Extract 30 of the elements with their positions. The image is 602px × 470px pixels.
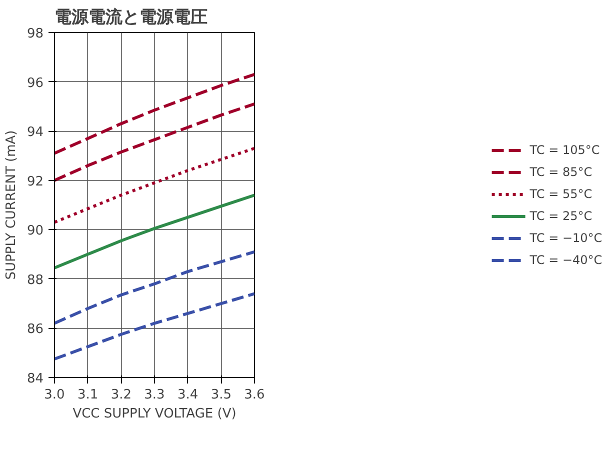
x-tick-label: 3.2	[110, 388, 132, 402]
y-tick-label: 98	[26, 26, 44, 42]
x-tick-label: 3.6	[244, 388, 265, 402]
x-tick-label: 3.0	[44, 388, 65, 402]
legend-label: TC = −10°C	[530, 230, 602, 244]
x-tick-label: 3.4	[177, 388, 198, 402]
line-series	[54, 292, 254, 361]
x-tick-label: 3.3	[144, 388, 165, 402]
y-tick-label: 90	[26, 224, 44, 239]
chart-title: 電源電流と電源電圧	[54, 8, 208, 28]
y-axis-title: SUPPLY CURRENT (mA)	[4, 130, 19, 280]
line-series	[54, 72, 254, 155]
y-tick-label: 86	[26, 322, 44, 338]
line-series	[54, 250, 254, 325]
x-tick-label: 3.5	[210, 388, 232, 402]
y-tick-label: 94	[26, 125, 44, 140]
y-tick-label: 92	[26, 174, 44, 190]
y-tick-label: 84	[26, 372, 44, 386]
y-tick-label: 88	[26, 272, 44, 288]
legend-label: TC = −40°C	[530, 252, 602, 266]
legend-label: TC = 25°C	[530, 208, 592, 222]
line-series	[54, 146, 254, 224]
line-series	[54, 102, 254, 182]
legend-label: TC = 85°C	[530, 164, 592, 178]
line-series	[54, 194, 254, 270]
legend-label: TC = 105°C	[530, 142, 600, 156]
y-tick-label: 96	[26, 76, 44, 91]
legend-label: TC = 55°C	[530, 186, 592, 200]
x-tick-label: 3.1	[77, 388, 98, 402]
x-axis-title: VCC SUPPLY VOLTAGE (V)	[72, 406, 236, 422]
